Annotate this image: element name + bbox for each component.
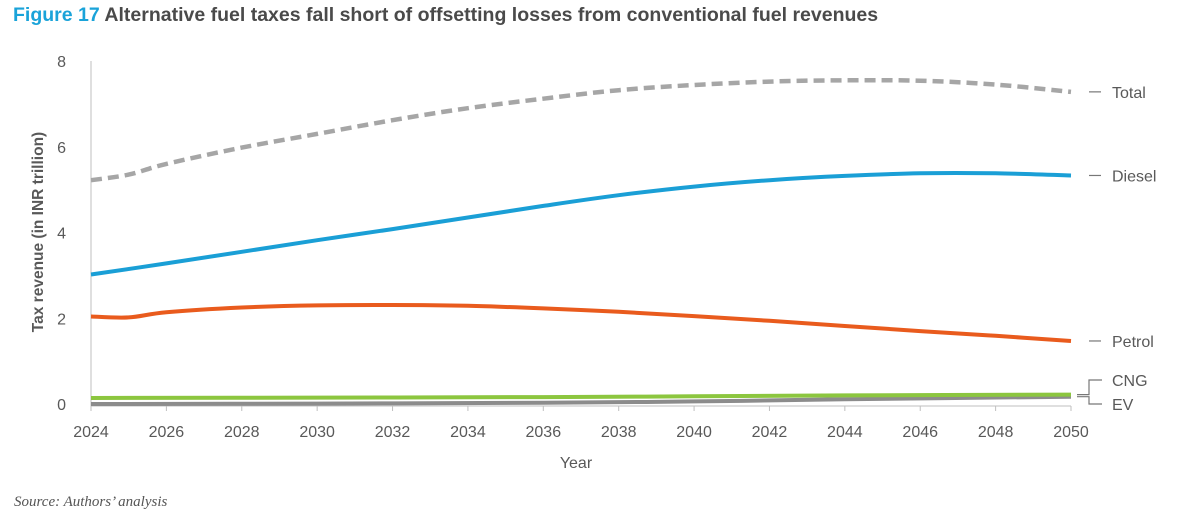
series-label-connector	[1077, 396, 1102, 405]
series-line-diesel	[90, 171, 1072, 277]
series-label-total: Total	[1112, 85, 1146, 102]
y-tick-label: 4	[57, 226, 66, 243]
chart-axes: 0 2 4 6 8 2024 2026 2028 2030 2032 2034 2036 2038 204…	[57, 54, 1089, 441]
x-tick-label: 2028	[224, 424, 260, 441]
y-axis-label: Tax revenue (in INR trillion)	[30, 132, 47, 332]
series-label-ev: EV	[1112, 397, 1134, 414]
figure-title: Figure 17 Alternative fuel taxes fall sh…	[13, 4, 878, 27]
series-label-cng: CNG	[1112, 373, 1148, 390]
x-tick-label: 2050	[1053, 424, 1089, 441]
series-line-petrol	[90, 302, 1072, 343]
series-line-cng	[90, 392, 1072, 400]
x-tick-label: 2038	[601, 424, 637, 441]
y-tick-label: 8	[57, 54, 66, 71]
x-tick-label: 2036	[526, 424, 562, 441]
x-tick-label: 2032	[375, 424, 411, 441]
source-note: Source: Authors’ analysis	[14, 494, 168, 510]
figure-title-text: Alternative fuel taxes fall short of off…	[104, 4, 879, 26]
x-axis-label: Year	[560, 455, 593, 472]
figure-number: Figure 17	[13, 4, 100, 26]
x-tick-label: 2026	[149, 424, 185, 441]
series-line-ev	[90, 394, 1072, 406]
x-tick-label: 2044	[827, 424, 863, 441]
series-line-total	[90, 77, 1072, 183]
series-label-petrol: Petrol	[1112, 334, 1154, 351]
y-tick-label: 6	[57, 140, 66, 157]
y-tick-label: 0	[57, 397, 66, 414]
y-tick-label: 2	[57, 311, 66, 328]
chart-series-labels: Total Diesel Petrol CNG EV	[1077, 85, 1156, 414]
x-tick-label: 2034	[450, 424, 486, 441]
series-label-connector	[1077, 379, 1102, 396]
x-tick-label: 2030	[299, 424, 335, 441]
x-tick-label: 2048	[978, 424, 1014, 441]
x-tick-label: 2040	[676, 424, 712, 441]
series-label-diesel: Diesel	[1112, 168, 1156, 185]
x-tick-label: 2046	[902, 424, 938, 441]
chart-series-lines	[90, 77, 1072, 406]
x-tick-label: 2024	[73, 424, 109, 441]
x-tick-label: 2042	[752, 424, 788, 441]
